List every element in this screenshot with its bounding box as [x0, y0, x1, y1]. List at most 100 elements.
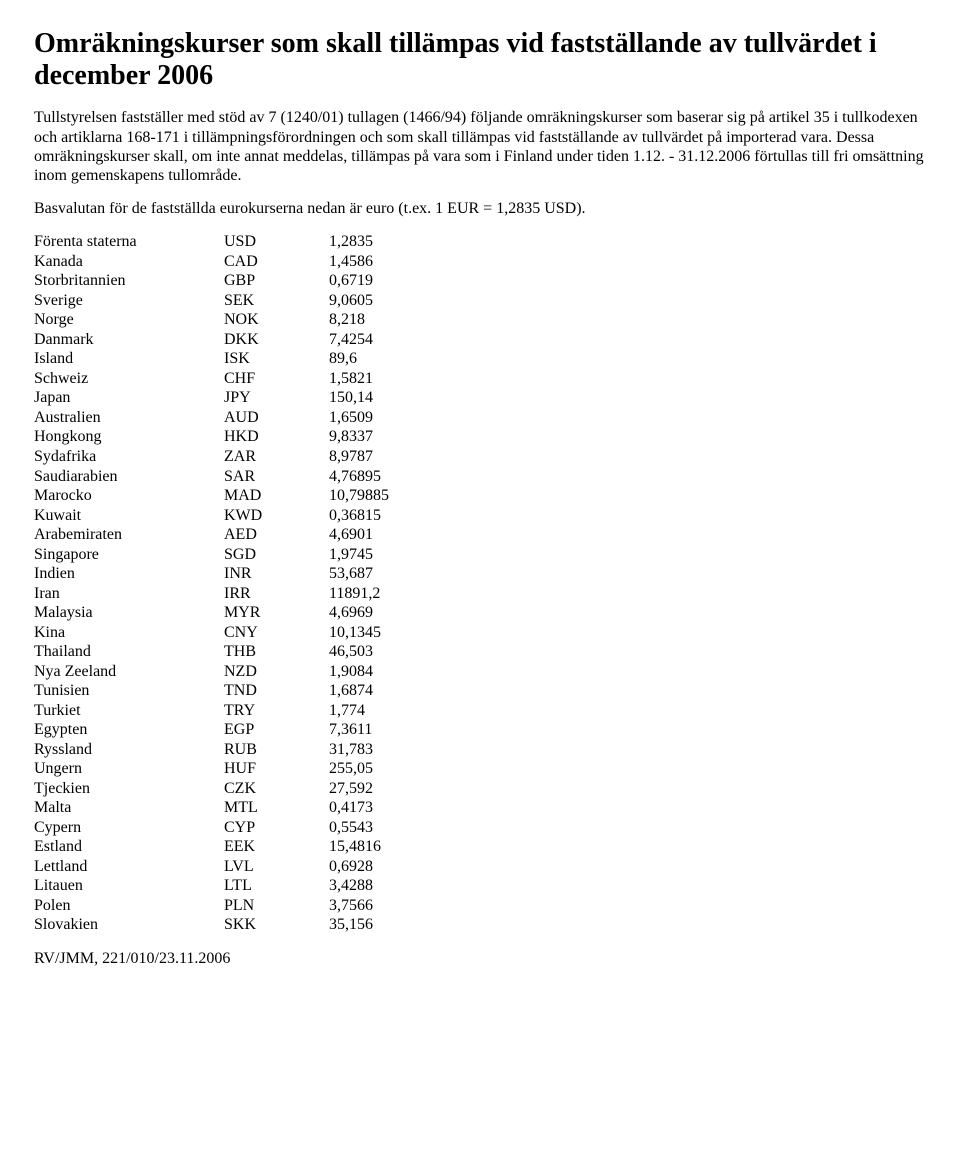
- currency-code-cell: ISK: [224, 349, 329, 369]
- table-row: KuwaitKWD0,36815: [34, 506, 449, 526]
- country-cell: Tunisien: [34, 681, 224, 701]
- currency-code-cell: TND: [224, 681, 329, 701]
- rate-value-cell: 4,6901: [329, 525, 449, 545]
- table-row: SaudiarabienSAR4,76895: [34, 467, 449, 487]
- rate-value-cell: 0,6719: [329, 271, 449, 291]
- country-cell: Malta: [34, 798, 224, 818]
- currency-code-cell: SGD: [224, 545, 329, 565]
- currency-code-cell: DKK: [224, 330, 329, 350]
- rate-value-cell: 0,6928: [329, 857, 449, 877]
- country-cell: Arabemiraten: [34, 525, 224, 545]
- country-cell: Storbritannien: [34, 271, 224, 291]
- rate-value-cell: 10,1345: [329, 623, 449, 643]
- country-cell: Norge: [34, 310, 224, 330]
- table-row: TurkietTRY1,774: [34, 701, 449, 721]
- table-row: HongkongHKD9,8337: [34, 427, 449, 447]
- table-row: MaltaMTL0,4173: [34, 798, 449, 818]
- currency-code-cell: AED: [224, 525, 329, 545]
- rate-value-cell: 4,76895: [329, 467, 449, 487]
- rate-value-cell: 1,774: [329, 701, 449, 721]
- country-cell: Japan: [34, 388, 224, 408]
- rate-value-cell: 1,9745: [329, 545, 449, 565]
- country-cell: Kanada: [34, 252, 224, 272]
- table-row: IslandISK89,6: [34, 349, 449, 369]
- rate-value-cell: 11891,2: [329, 584, 449, 604]
- country-cell: Förenta staterna: [34, 232, 224, 252]
- country-cell: Iran: [34, 584, 224, 604]
- rate-value-cell: 27,592: [329, 779, 449, 799]
- page-title: Omräkningskurser som skall tillämpas vid…: [34, 28, 926, 92]
- rate-value-cell: 3,7566: [329, 896, 449, 916]
- rate-value-cell: 53,687: [329, 564, 449, 584]
- intro-paragraph-1: Tullstyrelsen fastställer med stöd av 7 …: [34, 108, 926, 185]
- country-cell: Australien: [34, 408, 224, 428]
- currency-code-cell: AUD: [224, 408, 329, 428]
- table-row: EstlandEEK15,4816: [34, 837, 449, 857]
- currency-code-cell: CNY: [224, 623, 329, 643]
- currency-code-cell: NZD: [224, 662, 329, 682]
- currency-code-cell: SKK: [224, 915, 329, 935]
- table-row: ThailandTHB46,503: [34, 642, 449, 662]
- rate-value-cell: 1,5821: [329, 369, 449, 389]
- country-cell: Nya Zeeland: [34, 662, 224, 682]
- country-cell: Sverige: [34, 291, 224, 311]
- rate-value-cell: 8,9787: [329, 447, 449, 467]
- country-cell: Egypten: [34, 720, 224, 740]
- country-cell: Sydafrika: [34, 447, 224, 467]
- rate-value-cell: 35,156: [329, 915, 449, 935]
- currency-code-cell: MTL: [224, 798, 329, 818]
- currency-code-cell: EEK: [224, 837, 329, 857]
- country-cell: Island: [34, 349, 224, 369]
- table-row: UngernHUF255,05: [34, 759, 449, 779]
- currency-code-cell: THB: [224, 642, 329, 662]
- currency-code-cell: JPY: [224, 388, 329, 408]
- currency-code-cell: HKD: [224, 427, 329, 447]
- rate-value-cell: 7,4254: [329, 330, 449, 350]
- rate-value-cell: 0,5543: [329, 818, 449, 838]
- rate-value-cell: 10,79885: [329, 486, 449, 506]
- country-cell: Estland: [34, 837, 224, 857]
- country-cell: Polen: [34, 896, 224, 916]
- rate-value-cell: 7,3611: [329, 720, 449, 740]
- rate-value-cell: 46,503: [329, 642, 449, 662]
- table-row: PolenPLN3,7566: [34, 896, 449, 916]
- currency-code-cell: NOK: [224, 310, 329, 330]
- currency-code-cell: ZAR: [224, 447, 329, 467]
- currency-code-cell: PLN: [224, 896, 329, 916]
- currency-code-cell: LTL: [224, 876, 329, 896]
- table-row: SingaporeSGD1,9745: [34, 545, 449, 565]
- table-row: SchweizCHF1,5821: [34, 369, 449, 389]
- currency-code-cell: HUF: [224, 759, 329, 779]
- table-row: NorgeNOK8,218: [34, 310, 449, 330]
- table-row: DanmarkDKK7,4254: [34, 330, 449, 350]
- table-row: KinaCNY10,1345: [34, 623, 449, 643]
- table-row: MarockoMAD10,79885: [34, 486, 449, 506]
- table-row: MalaysiaMYR4,6969: [34, 603, 449, 623]
- country-cell: Ryssland: [34, 740, 224, 760]
- table-row: ArabemiratenAED4,6901: [34, 525, 449, 545]
- rate-value-cell: 9,8337: [329, 427, 449, 447]
- table-row: LettlandLVL0,6928: [34, 857, 449, 877]
- currency-code-cell: SAR: [224, 467, 329, 487]
- currency-code-cell: LVL: [224, 857, 329, 877]
- currency-code-cell: GBP: [224, 271, 329, 291]
- table-row: EgyptenEGP7,3611: [34, 720, 449, 740]
- country-cell: Singapore: [34, 545, 224, 565]
- table-row: KanadaCAD1,4586: [34, 252, 449, 272]
- rate-value-cell: 15,4816: [329, 837, 449, 857]
- country-cell: Malaysia: [34, 603, 224, 623]
- table-row: IndienINR53,687: [34, 564, 449, 584]
- currency-code-cell: CZK: [224, 779, 329, 799]
- rates-table: Förenta staternaUSD1,2835KanadaCAD1,4586…: [34, 232, 449, 935]
- country-cell: Indien: [34, 564, 224, 584]
- country-cell: Thailand: [34, 642, 224, 662]
- rate-value-cell: 1,6874: [329, 681, 449, 701]
- rate-value-cell: 1,9084: [329, 662, 449, 682]
- rate-value-cell: 0,4173: [329, 798, 449, 818]
- country-cell: Turkiet: [34, 701, 224, 721]
- country-cell: Schweiz: [34, 369, 224, 389]
- rate-value-cell: 1,2835: [329, 232, 449, 252]
- table-row: JapanJPY150,14: [34, 388, 449, 408]
- currency-code-cell: EGP: [224, 720, 329, 740]
- rate-value-cell: 8,218: [329, 310, 449, 330]
